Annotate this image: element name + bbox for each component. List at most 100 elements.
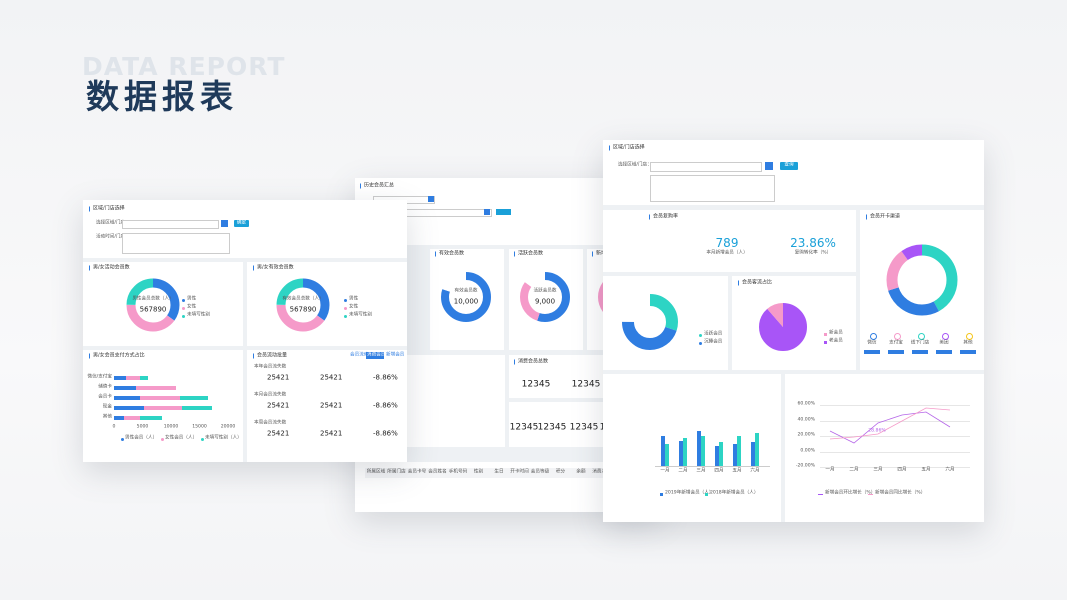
card — [785, 374, 984, 522]
table-header-cell: 生日 — [494, 469, 504, 475]
row-value: 25421 — [267, 429, 290, 438]
donut-segment — [126, 278, 180, 332]
kpi-value: 789 — [715, 236, 739, 250]
row-label: 本年会员流失数 — [254, 364, 287, 370]
bar-segment — [140, 376, 148, 380]
card-title: 男/女活动会员数 — [89, 265, 130, 271]
donut — [441, 272, 491, 322]
axis-label: 5000 — [136, 424, 149, 430]
bar — [679, 441, 683, 466]
legend-swatch — [343, 314, 347, 318]
tab[interactable]: 会员流动 — [350, 352, 369, 358]
card-title: 会员开卡渠道 — [866, 214, 900, 220]
input[interactable] — [400, 209, 492, 217]
channel-icon — [869, 333, 877, 340]
donut-value: 567890 — [289, 305, 317, 314]
table-header-cell: 手机号码 — [448, 469, 468, 475]
line-plot — [829, 407, 951, 444]
x-label: 一月 — [660, 468, 670, 474]
stat-value: 12345 — [569, 422, 599, 433]
row-value: 25421 — [320, 401, 343, 410]
table-header-cell: 性别 — [473, 469, 484, 475]
card-title: 区域/门店选择 — [89, 206, 125, 212]
kpi-label: 复购转化率（%） — [794, 250, 832, 256]
axis-label: 0 — [112, 424, 116, 430]
card — [247, 350, 407, 462]
textarea[interactable] — [122, 233, 230, 254]
card-title: 会员复购率 — [649, 214, 678, 220]
dropdown[interactable] — [484, 209, 490, 215]
table-header-cell: 所属区域 — [366, 469, 386, 475]
button[interactable] — [234, 220, 249, 227]
stat-value: 12345 — [571, 379, 601, 390]
donut-value: 9,000 — [534, 297, 556, 306]
dropdown[interactable] — [221, 220, 228, 227]
channel-label: 微信 — [867, 340, 877, 346]
bar-segment — [124, 416, 140, 420]
table-header-cell: 所属门店 — [387, 469, 406, 475]
legend-swatch — [343, 306, 347, 310]
legend-label: 男性 — [349, 296, 359, 302]
donut — [759, 303, 807, 351]
textarea[interactable] — [650, 175, 775, 202]
table-header — [365, 468, 660, 478]
y-tick-label: 0.00% — [800, 448, 815, 454]
legend-label: 沉睡会员 — [704, 339, 723, 345]
line — [829, 407, 951, 440]
channel-badge — [960, 350, 976, 354]
table-header-cell: 余额 — [576, 469, 586, 475]
row-value: 25421 — [320, 429, 343, 438]
bar — [715, 446, 719, 466]
button[interactable] — [780, 162, 798, 170]
dropdown[interactable] — [428, 196, 434, 202]
card — [603, 210, 856, 272]
tab-active[interactable] — [366, 352, 384, 359]
x-label: 一月 — [825, 467, 835, 473]
legend-swatch — [824, 340, 827, 344]
legend-swatch — [200, 437, 204, 441]
stat-value: 12345 — [537, 422, 567, 433]
legend-swatch — [181, 306, 185, 310]
bar-segment — [144, 406, 182, 410]
repurchase-panel: 区域/门店选择 选择区域/门店： 查询 会员复购率 789 本月新增会员（人） 23.86%… — [603, 140, 984, 522]
x-label: 四月 — [897, 467, 907, 473]
legend-label: 新增会员环比增长（%） — [825, 490, 876, 496]
channel-badge — [888, 350, 904, 354]
table-header-cell: 会员等级 — [530, 469, 550, 475]
button-label: 确定 — [236, 220, 247, 226]
card — [83, 262, 243, 346]
legend-label: 未填写性别 — [349, 312, 372, 318]
bar-segment — [114, 416, 124, 420]
donut — [886, 244, 958, 316]
button[interactable] — [496, 209, 511, 215]
x-label: 四月 — [714, 468, 724, 474]
legend-swatch — [698, 341, 702, 345]
channel-badge — [864, 350, 880, 354]
channel-badge — [936, 350, 952, 354]
bar-segment — [140, 416, 162, 420]
y-tick-label: -20.00% — [795, 463, 815, 469]
axis-label: 10000 — [163, 424, 179, 430]
donut-segment — [276, 278, 330, 332]
tab[interactable]: 新增会员 — [386, 352, 405, 358]
donut-segment — [886, 244, 958, 316]
bar — [751, 442, 755, 466]
y-tick-label: 20.00% — [797, 432, 815, 438]
x-label: 六月 — [945, 467, 955, 473]
tab[interactable]: 消费会员 — [367, 352, 386, 358]
gender-panel: 区域/门店选择 选择区域/门店： 确定 活动时间/门店： 男/女活动会员数 男性会员总数（… — [83, 200, 407, 462]
y-tick-label: 40.00% — [797, 417, 815, 423]
table-header-cell: 会员卡号 — [407, 469, 427, 475]
row-label: 本周会员流失数 — [254, 420, 287, 426]
card-title: 区域/门店选择 — [609, 145, 645, 151]
bar-segment — [182, 406, 212, 410]
bar-segment — [114, 396, 140, 400]
donut-segment — [126, 278, 180, 332]
input[interactable] — [122, 220, 219, 229]
input[interactable] — [650, 162, 762, 172]
legend-label: 女性 — [349, 304, 359, 310]
donut-label: 有效会员总数（人） — [282, 296, 324, 302]
dropdown[interactable] — [765, 162, 773, 170]
